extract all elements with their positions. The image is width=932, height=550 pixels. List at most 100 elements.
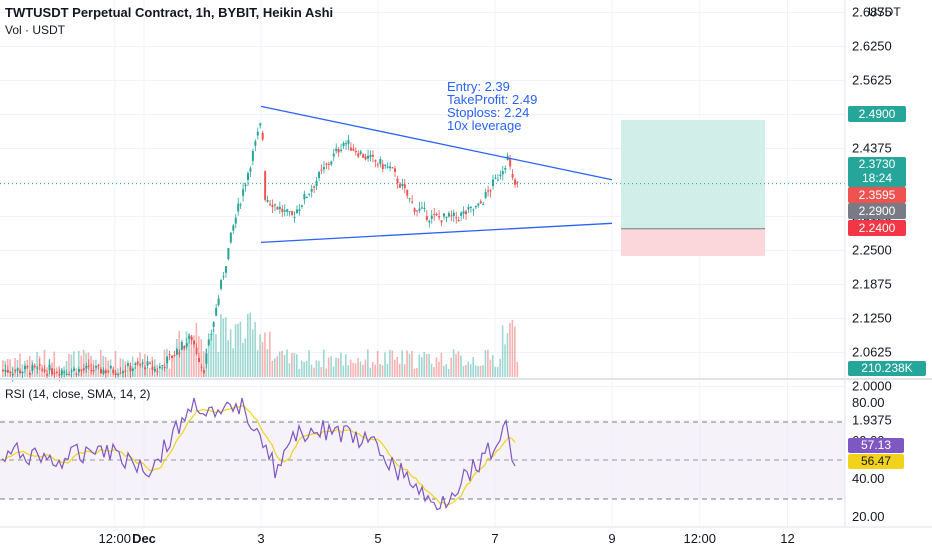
volume-bar <box>499 358 501 377</box>
volume-bar <box>168 368 171 377</box>
volume-bar <box>141 361 144 377</box>
volume-bar <box>122 359 124 377</box>
price-tick-label: 2.6250 <box>852 39 892 54</box>
volume-bar <box>411 350 413 377</box>
volume-bar <box>450 357 452 377</box>
candle-body <box>504 167 507 170</box>
upper-trendline[interactable] <box>260 105 613 181</box>
candle-body <box>163 367 166 369</box>
volume-bar <box>82 349 85 377</box>
candle-body <box>266 200 269 202</box>
volume-bar <box>447 368 450 377</box>
volume-bar <box>77 350 80 377</box>
volume-bar <box>234 324 237 377</box>
candle-body <box>403 184 406 189</box>
volume-bar <box>100 349 102 377</box>
take-profit-zone[interactable] <box>621 119 765 229</box>
volume-bar <box>70 354 73 377</box>
candle-body <box>87 365 90 367</box>
volume-bar <box>479 365 482 377</box>
volume-bar <box>467 361 470 377</box>
candle-body <box>423 208 426 210</box>
candle-body <box>109 365 112 369</box>
candle-body <box>362 154 365 158</box>
candle-body <box>131 368 134 371</box>
volume-bar <box>242 342 244 377</box>
candle-body <box>511 174 514 178</box>
candle-body <box>51 368 53 375</box>
candle-body <box>26 366 29 368</box>
volume-bar <box>381 365 384 377</box>
candle-body <box>293 216 296 218</box>
take-profit-text: TakeProfit: 2.49 <box>447 92 538 107</box>
volume-bar <box>149 367 151 377</box>
candle-body <box>28 372 31 375</box>
candle-body <box>136 361 139 364</box>
volume-bar <box>425 353 428 377</box>
candle-body <box>166 356 169 364</box>
candle-body <box>264 171 267 200</box>
rsi-value-badge: 57.13 <box>848 438 904 453</box>
candle-body <box>229 232 232 243</box>
candle-body <box>82 368 85 371</box>
volume-bar <box>171 361 173 377</box>
volume-bar <box>229 329 232 377</box>
time-tick-label: 9 <box>608 531 615 546</box>
candle-body <box>247 173 249 181</box>
volume-bar <box>504 344 506 377</box>
volume-bar <box>420 357 423 377</box>
leverage-text: 10x leverage <box>447 118 522 133</box>
volume-bar <box>362 364 364 377</box>
candle-body <box>60 370 63 375</box>
volume-bar <box>264 332 266 377</box>
candle-body <box>484 191 487 198</box>
candle-body <box>210 333 213 335</box>
candle-body <box>325 163 328 165</box>
candle-body <box>195 347 198 354</box>
volume-bar <box>379 364 381 377</box>
volume-bar <box>401 350 403 377</box>
candle-body <box>469 206 472 208</box>
candle-body <box>153 368 156 372</box>
candle-body <box>425 216 428 220</box>
volume-bar <box>97 365 100 377</box>
volume-bar <box>244 338 247 377</box>
volume-bar <box>136 362 139 377</box>
volume-bar <box>457 351 460 377</box>
stop-loss-zone[interactable] <box>621 228 765 256</box>
candle-body <box>428 220 431 223</box>
candle-body <box>342 143 345 146</box>
candle-body <box>107 370 110 372</box>
candle-body <box>474 205 477 208</box>
candle-body <box>33 366 36 368</box>
lower-trendline[interactable] <box>260 222 613 243</box>
volume-bar <box>269 331 271 377</box>
candle-body <box>254 141 257 146</box>
volume-bar <box>506 333 509 377</box>
candle-body <box>438 216 441 218</box>
volume-bar <box>202 351 205 377</box>
candle-body <box>129 366 132 372</box>
candle-body <box>396 178 399 183</box>
candle-body <box>322 167 325 170</box>
rsi-line <box>1 397 516 511</box>
volume-bar <box>131 356 134 377</box>
candle-body <box>273 204 276 206</box>
candle-body <box>80 369 83 371</box>
candle-body <box>406 189 409 196</box>
candle-body <box>90 370 93 372</box>
time-axis[interactable]: 12:00 Dec 3 5 7 9 12:00 12 <box>98 531 794 546</box>
candle-body <box>232 225 235 231</box>
time-tick-label: 12:00 <box>98 531 131 546</box>
volume-bar <box>271 360 274 377</box>
candle-body <box>19 370 22 374</box>
trade-annotation[interactable]: Entry: 2.39 TakeProfit: 2.49 Stoploss: 2… <box>447 80 537 132</box>
time-tick-label: 12:00 <box>683 531 716 546</box>
volume-bar <box>322 349 325 377</box>
candle-body <box>9 372 12 374</box>
bar-countdown: 18:24 <box>861 171 893 185</box>
volume-bar <box>492 355 494 377</box>
volume-bar <box>433 367 435 377</box>
